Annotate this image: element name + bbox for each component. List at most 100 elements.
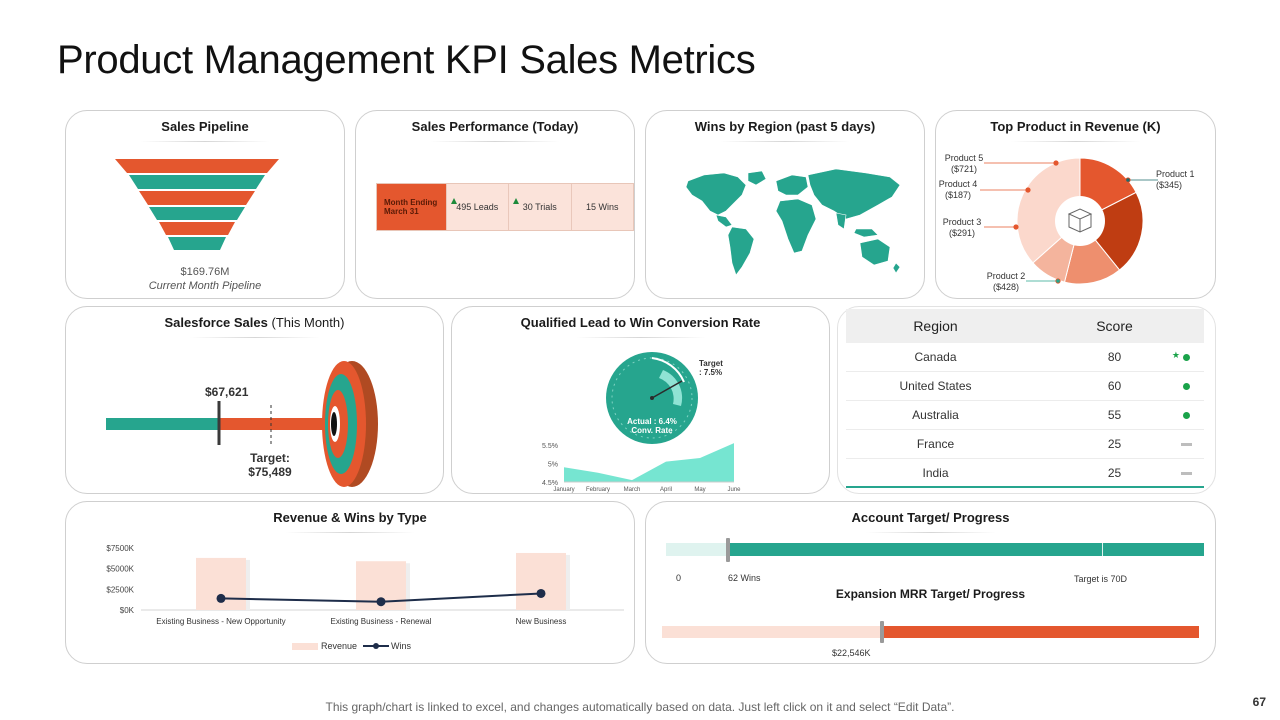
row-score: 60 bbox=[1025, 379, 1204, 393]
page-number: 67 bbox=[1252, 695, 1266, 709]
callout-dot bbox=[1055, 278, 1061, 284]
conversion-area-chart: 4.5% 5% 5.5% January February March April May Ju… bbox=[542, 443, 741, 493]
row-region: India bbox=[922, 465, 949, 480]
target-value: $75,489 bbox=[248, 465, 292, 479]
status-flat-icon bbox=[1181, 471, 1192, 475]
row-score: 25 bbox=[1025, 437, 1204, 451]
table-row[interactable]: France 25 bbox=[846, 430, 1204, 459]
wins-point bbox=[376, 597, 386, 607]
sales-performance-card[interactable]: Sales Performance (Today) Month Ending M… bbox=[355, 110, 635, 299]
header-region: Region bbox=[913, 318, 958, 334]
y-tick-label: 5.5% bbox=[542, 443, 558, 450]
expansion-progress-marker bbox=[880, 621, 885, 643]
account-target-label: Target is 70D bbox=[1074, 574, 1128, 584]
gauge-actual-sub: Conv. Rate bbox=[631, 426, 673, 435]
star-icon: ★ bbox=[1171, 350, 1180, 360]
map-india bbox=[835, 212, 847, 230]
expansion-value: $22,546K bbox=[832, 648, 871, 658]
map-indonesia bbox=[853, 228, 879, 238]
row-region: Australia bbox=[912, 408, 959, 422]
performance-table: Month Ending March 31 495 Leads 30 Trial… bbox=[376, 183, 634, 231]
sales-performance-title: Sales Performance (Today) bbox=[356, 119, 634, 142]
wins-point bbox=[216, 593, 226, 603]
y-tick-label: 4.5% bbox=[542, 480, 558, 487]
table-row[interactable]: Canada 80 ★ bbox=[846, 343, 1204, 372]
account-progress-fill bbox=[727, 543, 1204, 556]
row-region: United States bbox=[899, 379, 972, 393]
account-target-card[interactable]: Account Target/ Progress 0 62 Wins Targe… bbox=[645, 501, 1216, 664]
salesforce-sales-card[interactable]: Salesforce Sales (This Month) $67,621 Ta… bbox=[65, 306, 444, 494]
callout-dot bbox=[1053, 160, 1059, 166]
funnel-tier-3 bbox=[139, 191, 255, 205]
region-score-card[interactable]: Region Score Canada 80 ★ United States 60… bbox=[837, 306, 1216, 494]
x-tick-label: Existing Business - New Opportunity bbox=[156, 617, 285, 626]
product-label-2: Product 2 ($428) bbox=[986, 271, 1026, 292]
status-up-icon bbox=[1183, 383, 1190, 390]
y-tick-label: $7500K bbox=[106, 544, 134, 553]
score-value: 80 bbox=[1107, 350, 1122, 364]
map-south-america bbox=[727, 226, 755, 276]
callout-dot bbox=[1125, 177, 1131, 183]
x-tick-label: February bbox=[586, 487, 610, 493]
conversion-rate-card[interactable]: Qualified Lead to Win Conversion Rate Ta… bbox=[451, 306, 830, 494]
table-row[interactable]: United States 60 bbox=[846, 372, 1204, 401]
conversion-gauge bbox=[606, 352, 698, 444]
donut-slice-product-5 bbox=[1016, 157, 1081, 264]
legend-wins: Wins bbox=[391, 641, 412, 651]
expansion-title: Expansion MRR Target/ Progress bbox=[835, 587, 1026, 601]
map-north-america bbox=[685, 172, 747, 216]
funnel-tier-6 bbox=[168, 237, 226, 250]
row-score: 25 bbox=[1025, 466, 1204, 480]
bullseye-target bbox=[322, 361, 378, 487]
y-tick-label: 5% bbox=[548, 462, 558, 469]
gauge-actual-label: Actual : 6.4% bbox=[627, 417, 677, 426]
map-new-zealand bbox=[892, 262, 901, 274]
x-tick-label: March bbox=[624, 487, 641, 493]
callout-dot bbox=[1013, 224, 1019, 230]
x-tick-label: January bbox=[553, 487, 574, 493]
map-asia bbox=[807, 168, 901, 220]
status-up-icon bbox=[1183, 354, 1190, 361]
legend-revenue-swatch bbox=[292, 642, 318, 650]
top-product-title: Top Product in Revenue (K) bbox=[936, 119, 1215, 142]
pipeline-funnel bbox=[115, 159, 279, 250]
x-tick-label: New Business bbox=[516, 617, 567, 626]
score-value: 25 bbox=[1107, 465, 1122, 480]
status-up-icon bbox=[1183, 412, 1190, 419]
conversion-area bbox=[564, 443, 734, 482]
salesforce-title-suffix: (This Month) bbox=[271, 315, 345, 330]
revenue-wins-title: Revenue & Wins by Type bbox=[66, 510, 634, 533]
table-row[interactable]: Australia 55 bbox=[846, 401, 1204, 430]
x-tick-label: April bbox=[660, 487, 672, 493]
leads-value: 495 Leads bbox=[456, 202, 499, 212]
gauge-fill bbox=[659, 370, 683, 406]
conversion-rate-title: Qualified Lead to Win Conversion Rate bbox=[452, 315, 829, 338]
top-product-card[interactable]: Top Product in Revenue (K) Product 5 ($7… bbox=[935, 110, 1216, 299]
x-tick-label: Existing Business - Renewal bbox=[331, 617, 432, 626]
product-label-4: Product 4 ($187) bbox=[938, 179, 978, 200]
performance-period: Month Ending March 31 bbox=[377, 184, 446, 230]
performance-wins: 15 Wins bbox=[570, 184, 633, 230]
target-label: Target: bbox=[250, 451, 290, 465]
callout-dot bbox=[1025, 187, 1031, 193]
funnel-tier-4 bbox=[149, 207, 245, 220]
pipeline-amount: $169.76M bbox=[180, 266, 230, 278]
wins-point bbox=[536, 588, 546, 598]
map-africa bbox=[775, 198, 817, 254]
funnel-tier-2 bbox=[129, 175, 265, 189]
sales-pipeline-title: Sales Pipeline bbox=[66, 119, 344, 142]
product-label-5: Product 5 ($721) bbox=[944, 153, 984, 174]
gauge-target-value: : 7.5% bbox=[699, 368, 723, 377]
sales-pipeline-card[interactable]: Sales Pipeline $169.76M Current Month Pi… bbox=[65, 110, 345, 299]
revenue-wins-card[interactable]: Revenue & Wins by Type $0K $2500K $5000K $7… bbox=[65, 501, 635, 664]
y-tick-label: $0K bbox=[120, 606, 135, 615]
donut-slice-product-2 bbox=[1079, 191, 1144, 271]
x-tick-label: June bbox=[727, 487, 741, 493]
trials-value: 30 Trials bbox=[522, 202, 557, 212]
account-progress-track bbox=[666, 543, 1204, 556]
table-row[interactable]: India 25 bbox=[846, 459, 1204, 488]
up-arrow-icon bbox=[450, 198, 457, 204]
page-title: Product Management KPI Sales Metrics bbox=[57, 38, 756, 82]
map-greenland bbox=[747, 170, 767, 186]
wins-by-region-card[interactable]: Wins by Region (past 5 days) bbox=[645, 110, 925, 299]
